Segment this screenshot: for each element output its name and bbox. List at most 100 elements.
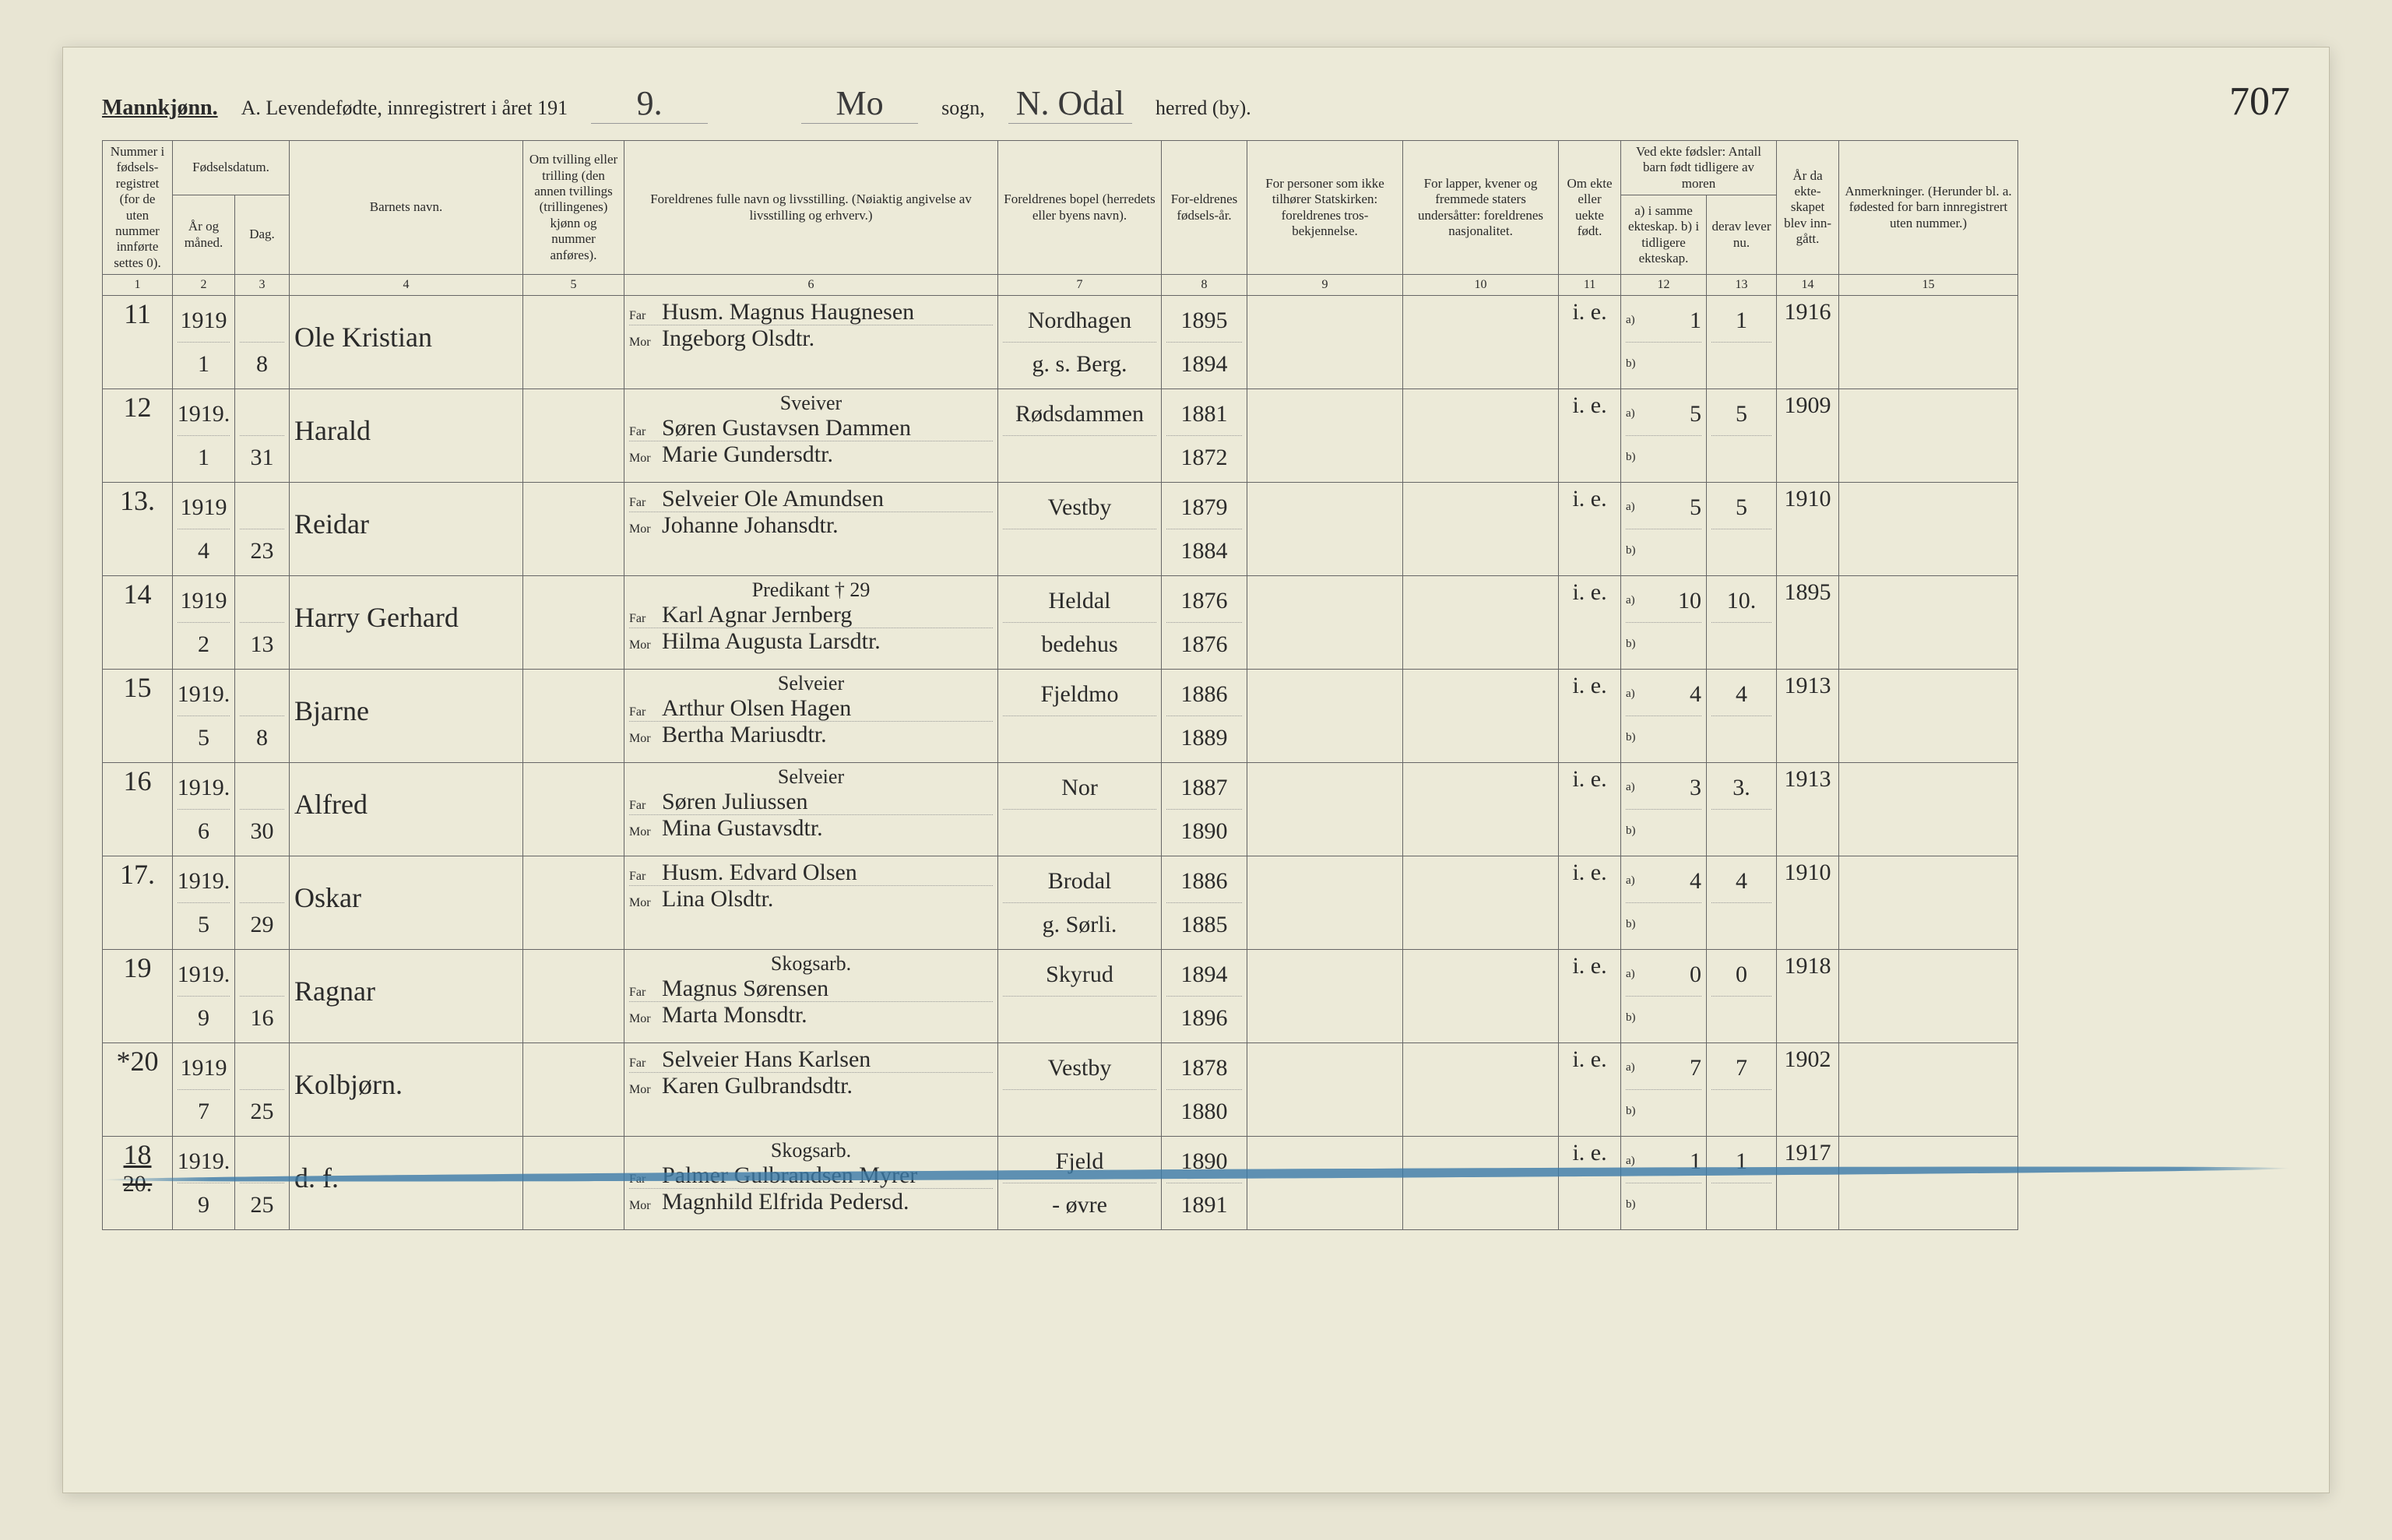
nationality (1403, 576, 1559, 670)
day: 13 (235, 576, 290, 670)
confession (1247, 763, 1403, 856)
parent-birth-years: 1886 1885 (1162, 856, 1247, 950)
entry-number: 11 (103, 296, 173, 389)
title-prefix: A. Levendefødte, innregistrert i året 19… (241, 97, 568, 120)
entry-number: 15 (103, 670, 173, 763)
prior-children: a)5 b) (1621, 483, 1707, 576)
prior-children: a)10 b) (1621, 576, 1707, 670)
living-children: 0 (1707, 950, 1777, 1043)
twin-col (523, 483, 624, 576)
prior-children: a)4 b) (1621, 856, 1707, 950)
herred-label: herred (by). (1156, 97, 1251, 120)
twin-col (523, 1137, 624, 1230)
marriage-year: 1916 (1777, 296, 1839, 389)
parents: Skogsarb. FarPalmer Gulbrandsen Myrer Mo… (624, 1137, 998, 1230)
residence: Rødsdammen (998, 389, 1162, 483)
confession (1247, 1137, 1403, 1230)
marriage-year: 1918 (1777, 950, 1839, 1043)
nationality (1403, 950, 1559, 1043)
legitimacy: i. e. (1559, 389, 1621, 483)
page-header: Mannkjønn. A. Levendefødte, innregistrer… (102, 79, 2290, 125)
table-row: 17. 1919. 5 29 Oskar FarHusm. Edvard Ols… (103, 856, 2290, 950)
sogn-label: sogn, (941, 97, 985, 120)
nationality (1403, 763, 1559, 856)
remarks (1839, 576, 2018, 670)
child-name: Reidar (290, 483, 523, 576)
table-body: 11 1919 1 8 Ole Kristian FarHusm. Magnus… (103, 296, 2290, 1230)
table-row: 14 1919 2 13 Harry Gerhard Predikant † 2… (103, 576, 2290, 670)
child-name: Ole Kristian (290, 296, 523, 389)
colnum: 4 (290, 275, 523, 296)
child-name: Oskar (290, 856, 523, 950)
living-children: 7 (1707, 1043, 1777, 1137)
marriage-year: 1895 (1777, 576, 1839, 670)
colnum: 14 (1777, 275, 1839, 296)
residence: Vestby (998, 1043, 1162, 1137)
nationality (1403, 1137, 1559, 1230)
parent-birth-years: 1895 1894 (1162, 296, 1247, 389)
registry-table: Nummer i fødsels-registret (for de uten … (102, 140, 2290, 1230)
day: 31 (235, 389, 290, 483)
col-2-3-top: Fødselsdatum. (173, 141, 290, 195)
parents: Selveier FarArthur Olsen Hagen MorBertha… (624, 670, 998, 763)
colnum: 12 (1621, 275, 1707, 296)
living-children: 5 (1707, 389, 1777, 483)
living-children: 3. (1707, 763, 1777, 856)
parent-birth-years: 1881 1872 (1162, 389, 1247, 483)
col-12-13-top: Ved ekte fødsler: Antall barn født tidli… (1621, 141, 1777, 195)
prior-children: a)3 b) (1621, 763, 1707, 856)
col-12-header: a) i samme ekteskap. b) i tidligere ekte… (1621, 195, 1707, 275)
legitimacy: i. e. (1559, 763, 1621, 856)
day: 25 (235, 1043, 290, 1137)
legitimacy: i. e. (1559, 483, 1621, 576)
prior-children: a)1 b) (1621, 1137, 1707, 1230)
year-month: 1919. 1 (173, 389, 235, 483)
day: 8 (235, 670, 290, 763)
table-row: 11 1919 1 8 Ole Kristian FarHusm. Magnus… (103, 296, 2290, 389)
parents: Skogsarb. FarMagnus Sørensen MorMarta Mo… (624, 950, 998, 1043)
table-row: 15 1919. 5 8 Bjarne Selveier FarArthur O… (103, 670, 2290, 763)
nationality (1403, 856, 1559, 950)
colnum: 7 (998, 275, 1162, 296)
nationality (1403, 389, 1559, 483)
residence: Vestby (998, 483, 1162, 576)
parent-birth-years: 1890 1891 (1162, 1137, 1247, 1230)
col-1-header: Nummer i fødsels-registret (for de uten … (103, 141, 173, 275)
residence: Fjeldmo (998, 670, 1162, 763)
sogn-value: Mo (801, 83, 918, 124)
colnum: 6 (624, 275, 998, 296)
living-children: 1 (1707, 1137, 1777, 1230)
remarks (1839, 1043, 2018, 1137)
year-month: 1919 1 (173, 296, 235, 389)
day: 25 (235, 1137, 290, 1230)
child-name: Kolbjørn. (290, 1043, 523, 1137)
legitimacy: i. e. (1559, 576, 1621, 670)
marriage-year: 1909 (1777, 389, 1839, 483)
page-number: 707 (2229, 79, 2290, 125)
parents: Predikant † 29 FarKarl Agnar Jernberg Mo… (624, 576, 998, 670)
col-15-header: Anmerkninger. (Herunder bl. a. fødested … (1839, 141, 2018, 275)
residence: Nor (998, 763, 1162, 856)
confession (1247, 856, 1403, 950)
entry-number: *20 (103, 1043, 173, 1137)
parents: Selveier FarSøren Juliussen MorMina Gust… (624, 763, 998, 856)
prior-children: a)7 b) (1621, 1043, 1707, 1137)
remarks (1839, 483, 2018, 576)
remarks (1839, 1137, 2018, 1230)
col-7-header: Foreldrenes bopel (herredets eller byens… (998, 141, 1162, 275)
herred-value: N. Odal (1008, 83, 1132, 124)
colnum: 13 (1707, 275, 1777, 296)
col-10-header: For lapper, kvener og fremmede staters u… (1403, 141, 1559, 275)
parents: Sveiver FarSøren Gustavsen Dammen MorMar… (624, 389, 998, 483)
entry-number: 17. (103, 856, 173, 950)
table-row: 18 20. 1919. 9 25 d. f. Skogsarb. FarPal… (103, 1137, 2290, 1230)
child-name: Bjarne (290, 670, 523, 763)
residence: Nordhagen g. s. Berg. (998, 296, 1162, 389)
table-row: 12 1919. 1 31 Harald Sveiver FarSøren Gu… (103, 389, 2290, 483)
living-children: 10. (1707, 576, 1777, 670)
remarks (1839, 389, 2018, 483)
legitimacy: i. e. (1559, 670, 1621, 763)
parents: FarSelveier Hans Karlsen MorKaren Gulbra… (624, 1043, 998, 1137)
child-name: d. f. (290, 1137, 523, 1230)
gender-label: Mannkjønn. (102, 96, 218, 121)
